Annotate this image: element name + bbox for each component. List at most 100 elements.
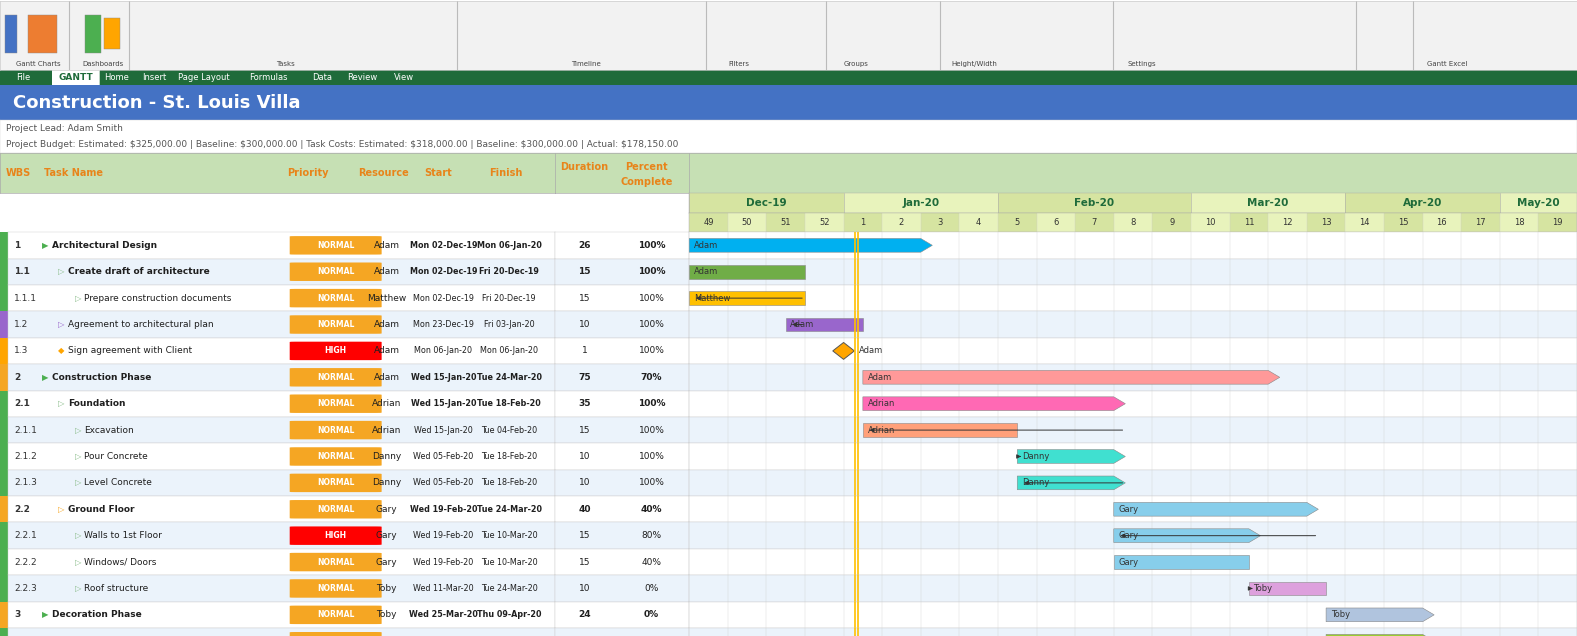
Text: 1: 1 [14,241,21,250]
Bar [727,213,766,232]
Polygon shape [1326,634,1433,636]
Text: Feb-20: Feb-20 [1074,198,1115,208]
Text: 5: 5 [1014,218,1020,227]
Text: Timeline: Timeline [571,61,601,67]
Text: GANTT: GANTT [58,73,93,82]
Text: Mon 02-Dec-19: Mon 02-Dec-19 [410,267,478,276]
Text: Roof structure: Roof structure [85,584,148,593]
Text: Adam: Adam [694,267,718,276]
Text: Tue 24-Mar-20: Tue 24-Mar-20 [476,373,541,382]
Text: 70%: 70% [640,373,662,382]
Text: 100%: 100% [639,478,664,487]
Bar [5,15,17,53]
Text: ▷: ▷ [74,294,80,303]
Text: ▶: ▶ [43,611,49,619]
Text: 2.1.3: 2.1.3 [14,478,38,487]
Text: 15: 15 [1399,218,1408,227]
Text: Wed 05-Feb-20: Wed 05-Feb-20 [413,478,473,487]
Text: Adam: Adam [374,347,399,356]
Bar [1036,213,1076,232]
Bar [844,213,882,232]
Polygon shape [1113,502,1318,516]
Text: ▶: ▶ [43,241,49,250]
Bar [1345,193,1500,213]
Text: Matthew: Matthew [367,294,407,303]
Text: Insert: Insert [142,73,166,82]
Bar [104,18,120,50]
Text: Gary: Gary [1118,558,1139,567]
Bar [1268,213,1307,232]
FancyBboxPatch shape [290,315,382,334]
Text: Wed 15-Jan-20: Wed 15-Jan-20 [410,399,476,408]
Text: 35: 35 [579,399,591,408]
Polygon shape [1017,476,1126,490]
Text: 2.2.1: 2.2.1 [14,531,38,540]
FancyBboxPatch shape [290,579,382,598]
Bar [28,15,57,53]
FancyBboxPatch shape [290,447,382,466]
Text: Adam: Adam [374,373,399,382]
Text: Prepare construction documents: Prepare construction documents [85,294,232,303]
Text: NORMAL: NORMAL [317,294,355,303]
Text: Mar-20: Mar-20 [1247,198,1288,208]
Text: Gary: Gary [375,558,397,567]
Text: 15: 15 [579,267,591,276]
Text: NORMAL: NORMAL [317,505,355,514]
Text: Toby: Toby [377,611,397,619]
Text: 100%: 100% [639,294,664,303]
Text: Agreement to architectural plan: Agreement to architectural plan [68,320,214,329]
Text: NORMAL: NORMAL [317,399,355,408]
Text: Mon 23-Dec-19: Mon 23-Dec-19 [413,320,475,329]
Text: 15: 15 [579,425,590,434]
Text: Finish: Finish [489,168,524,178]
Text: 100%: 100% [639,452,664,461]
Text: Apr-20: Apr-20 [1404,198,1443,208]
Text: ▷: ▷ [74,531,80,540]
Bar [785,317,863,331]
Text: WBS: WBS [6,168,32,178]
Text: Fri 03-Jan-20: Fri 03-Jan-20 [484,320,535,329]
Text: Percent: Percent [624,162,667,172]
Bar [1230,213,1268,232]
FancyBboxPatch shape [290,553,382,571]
Text: Gary: Gary [375,505,397,514]
Text: Wed 19-Feb-20: Wed 19-Feb-20 [410,505,478,514]
Text: 75: 75 [579,373,591,382]
Text: Groups: Groups [844,61,869,67]
Text: 8: 8 [1131,218,1135,227]
Text: Adam: Adam [790,320,815,329]
Text: 2.1: 2.1 [14,399,30,408]
Text: ▷: ▷ [74,584,80,593]
Bar [1113,555,1249,569]
Text: 11: 11 [1244,218,1254,227]
Polygon shape [1113,529,1260,543]
Text: Tue 18-Feb-20: Tue 18-Feb-20 [478,399,541,408]
Text: 9: 9 [1169,218,1175,227]
Text: Wed 25-Mar-20: Wed 25-Mar-20 [408,611,478,619]
Text: 40: 40 [579,505,591,514]
Text: NORMAL: NORMAL [317,478,355,487]
Bar [1191,213,1230,232]
Text: ▷: ▷ [58,399,65,408]
Bar [1385,213,1422,232]
Text: 52: 52 [818,218,830,227]
Text: 2.1.2: 2.1.2 [14,452,38,461]
Text: ▶: ▶ [43,373,49,382]
Bar [1307,213,1345,232]
Text: Jan-20: Jan-20 [902,198,940,208]
Text: ▷: ▷ [74,452,80,461]
Polygon shape [689,238,932,252]
Text: Adam: Adam [374,267,399,276]
Text: Wed 19-Feb-20: Wed 19-Feb-20 [413,558,473,567]
FancyBboxPatch shape [290,527,382,545]
Text: HIGH: HIGH [325,531,347,540]
FancyBboxPatch shape [290,263,382,281]
Polygon shape [1017,450,1126,464]
Text: NORMAL: NORMAL [317,584,355,593]
Text: Adam: Adam [374,241,399,250]
Text: Page Layout: Page Layout [178,73,230,82]
Text: Construction - St. Louis Villa: Construction - St. Louis Villa [13,93,300,112]
Text: Pour Concrete: Pour Concrete [85,452,148,461]
Text: Toby: Toby [377,584,397,593]
Text: Complete: Complete [620,177,672,187]
